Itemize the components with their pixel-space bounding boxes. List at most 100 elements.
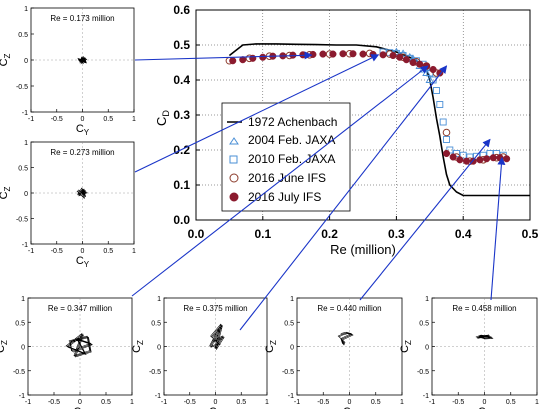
panel-y-axis-label: CZ	[0, 53, 12, 66]
panel-x-tick-label: 1	[265, 399, 269, 406]
panel-x-tick-label: -0.5	[184, 399, 196, 406]
legend-entry-july: 2016 July IFS	[229, 190, 321, 204]
legend-label-2010: 2010 Feb. JAXA	[248, 152, 335, 166]
data-point-ifs-july	[339, 50, 347, 58]
data-point-ifs-july	[449, 153, 457, 161]
panel-x-axis-letter: C	[209, 406, 217, 409]
main-x-tick-label: 0.2	[321, 227, 338, 241]
data-point-ifs-july	[309, 50, 317, 59]
pointer-arrows	[131, 51, 506, 331]
panel-y-tick-label: 0	[425, 345, 429, 352]
panel-x-tick-label: 1	[130, 399, 134, 406]
data-point-ifs-july	[476, 156, 484, 164]
panel-y-tick-label: 0	[24, 58, 28, 65]
panel-re-0273: -1 -0.5 0 0.5 1 -1 -0.5 0 0.5 1 Re = 0.273 million…	[0, 140, 136, 269]
panel-y-axis-subscript: Z	[269, 340, 278, 345]
panel-x-tick-label: -1	[25, 399, 31, 406]
panel-y-tick-label: 0.5	[151, 320, 161, 327]
panel-y-tick-label: -0.5	[16, 217, 28, 224]
data-point-ifs-july	[416, 60, 424, 68]
panel-trajectory	[65, 332, 94, 358]
panel-trajectory	[76, 187, 88, 200]
data-point-ifs-july	[402, 56, 410, 64]
panel-y-tick-label: 0.5	[284, 320, 294, 327]
panel-y-axis-subscript: Z	[404, 340, 413, 345]
panel-y-axis-letter: C	[0, 58, 10, 66]
data-point-ifs-july	[379, 51, 387, 59]
arrow-re-0440	[359, 138, 491, 301]
main-y-tick-label: 0.4	[173, 73, 190, 87]
data-point-ifs-july	[503, 155, 511, 163]
data-point-ifs-july	[409, 58, 417, 67]
panel-y-axis-letter: C	[0, 345, 7, 353]
legend-label-june: 2016 June IFS	[248, 171, 326, 185]
panel-re-label: Re = 0.375 million	[183, 304, 247, 313]
panel-x-axis-letter: C	[478, 406, 486, 409]
legend-label-july: 2016 July IFS	[248, 190, 321, 204]
data-point-ifs-july	[396, 53, 404, 61]
panel-re-label: Re = 0.173 million	[50, 14, 114, 23]
data-point-ifs-july	[462, 157, 471, 165]
panel-y-axis-label: CZ	[131, 340, 145, 353]
panel-y-tick-label: -0.5	[13, 369, 25, 376]
data-point-ifs-june	[442, 128, 451, 137]
panel-y-axis-subscript: Z	[0, 340, 9, 345]
panel-x-tick-label: 0	[81, 116, 85, 123]
panel-x-axis-label: CY	[73, 406, 87, 409]
filled-circle-marker-icon	[229, 192, 239, 202]
panel-re-label: Re = 0.347 million	[48, 304, 112, 313]
panel-x-tick-label: 0	[483, 399, 487, 406]
panel-x-tick-label: 1	[132, 116, 136, 123]
panel-y-axis-letter: C	[399, 345, 411, 353]
legend-entry-june: 2016 June IFS	[229, 171, 326, 185]
panel-y-tick-label: 0.5	[18, 32, 28, 39]
main-y-tick-label: 0.6	[173, 3, 190, 17]
panel-y-tick-label: 0.5	[18, 166, 28, 173]
panel-x-axis-label: CY	[343, 406, 357, 409]
panel-x-tick-label: 0.5	[103, 116, 113, 123]
main-x-tick-label: 0.5	[522, 227, 539, 241]
panel-y-axis-subscript: Z	[3, 53, 12, 58]
triangle-marker-icon	[229, 137, 239, 145]
panel-x-tick-label: -1	[28, 116, 34, 123]
panel-trajectory	[209, 323, 225, 350]
panel-y-tick-label: -1	[288, 393, 294, 400]
panel-x-tick-label: 0.5	[506, 399, 516, 406]
data-point-ifs-july	[249, 54, 257, 62]
data-point-jaxa2010	[436, 101, 444, 108]
data-point-ifs-july	[429, 65, 437, 74]
panel-x-tick-label: -1	[161, 399, 167, 406]
panel-y-tick-label: 0	[157, 345, 161, 352]
panel-x-axis-label: CY	[209, 406, 223, 409]
panel-y-axis-label: CZ	[0, 340, 9, 353]
panel-y-axis-letter: C	[264, 345, 276, 353]
panel-x-axis-label: CY	[478, 406, 492, 409]
data-point-jaxa2010	[459, 151, 467, 159]
legend-label-2004: 2004 Feb. JAXA	[248, 133, 335, 147]
main-y-tick-label: 0.0	[173, 213, 190, 227]
main-x-axis-label: Re (million)	[330, 242, 396, 257]
panel-re-label: Re = 0.458 million	[452, 304, 516, 313]
main-x-tick-label: 0.0	[188, 227, 205, 241]
data-point-ifs-july	[229, 57, 237, 65]
panel-y-tick-label: 0	[21, 345, 25, 352]
panel-y-axis-letter: C	[0, 191, 10, 199]
panel-x-tick-label: -0.5	[317, 399, 329, 406]
panel-y-tick-label: 0.5	[15, 320, 25, 327]
panel-re-0347: -1 -0.5 0 0.5 1 -1 -0.5 0 0.5 1 Re = 0.347 million…	[0, 296, 134, 409]
panel-x-tick-label: 0	[348, 399, 352, 406]
panel-y-tick-label: 1	[425, 296, 429, 303]
legend-entry-2004: 2004 Feb. JAXA	[229, 133, 335, 147]
panel-x-tick-label: -1	[429, 399, 435, 406]
main-y-tick-labels: 0.00.10.20.30.40.50.6	[173, 3, 190, 227]
panel-y-tick-label: -1	[155, 393, 161, 400]
panel-y-tick-label: -1	[22, 242, 28, 249]
panel-y-axis-letter: C	[131, 345, 143, 353]
legend-box	[221, 102, 351, 212]
panel-x-axis-label: CY	[76, 255, 90, 269]
main-y-tick-label: 0.3	[173, 108, 190, 122]
main-y-axis-label: CD	[154, 110, 171, 126]
arrow-re-0375	[239, 65, 448, 331]
legend: 1972 Achenbach 2004 Feb. JAXA 2010 Feb. …	[221, 102, 351, 212]
panel-y-axis-label: CZ	[264, 340, 278, 353]
